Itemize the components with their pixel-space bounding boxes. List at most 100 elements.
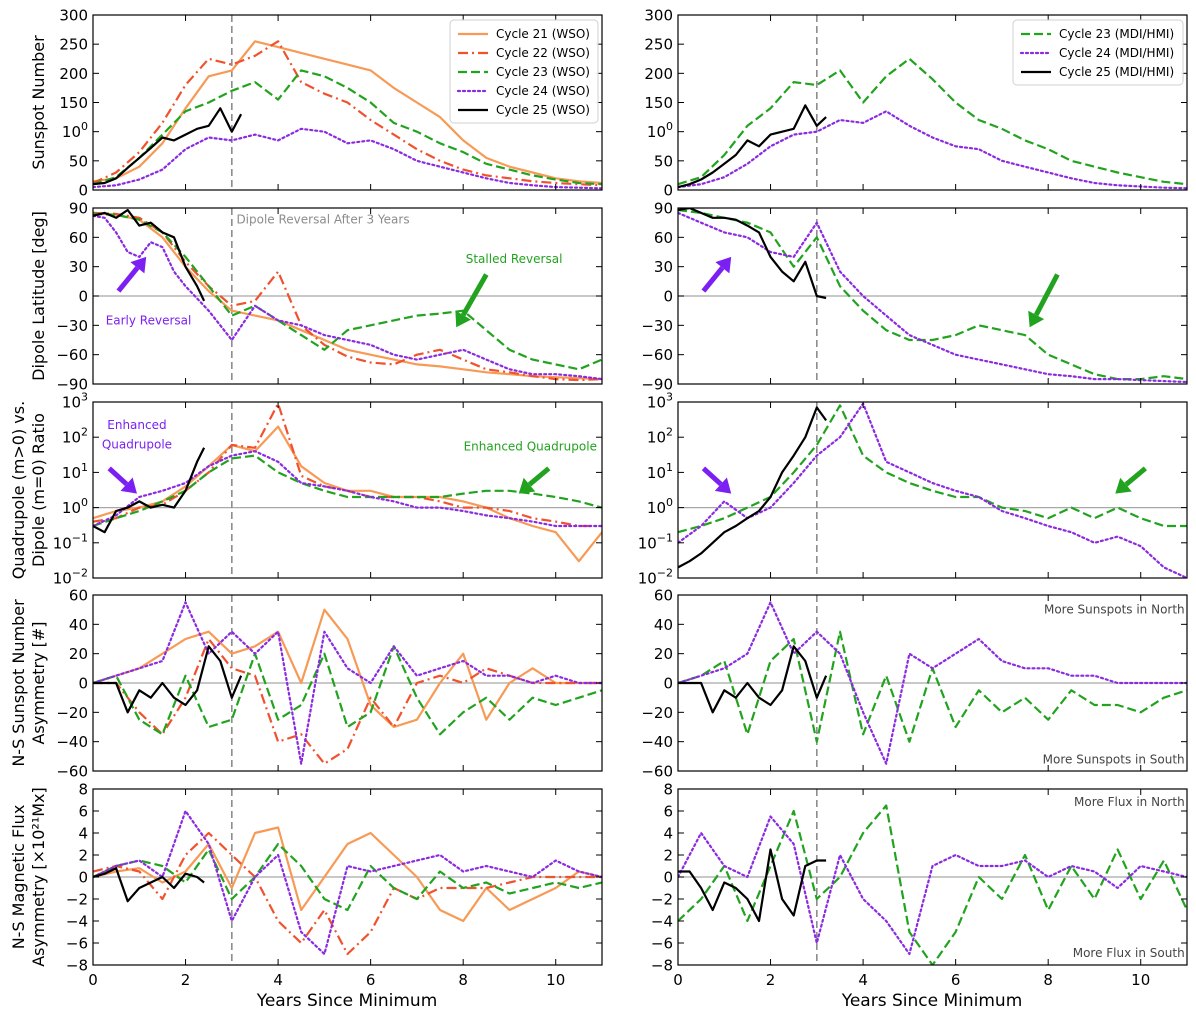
y-tick-label: 150 [59,94,88,112]
y-tick-label: 6 [78,803,88,821]
y-tick-label: 30 [654,258,673,276]
y-tick-label: −8 [651,957,673,975]
y-tick-label: −60 [56,763,88,781]
tick-base: 10 [62,123,81,141]
legend-label: Cycle 21 (WSO) [496,27,590,41]
y-tick-label: 60 [69,229,88,247]
tick-base: 10 [647,499,666,517]
series-line-cycle22 [93,831,602,956]
series-line-cycle24 [678,601,1187,765]
y-tick-label: −60 [56,346,88,364]
y-tick-label: 103 [647,391,673,412]
y-tick-label: 90 [69,200,88,218]
series-group [93,208,602,382]
y-tick-label: −40 [641,733,673,751]
y-tick-label: 101 [62,461,88,482]
y-tick-label: 4 [78,825,88,843]
series-group [93,402,602,563]
annotation-text: More Sunspots in South [1043,752,1185,766]
annotation-text: Enhanced Quadrupole [464,439,597,453]
y-tick-label: 100 [647,496,673,517]
legend-box [1012,19,1184,86]
y-tick-label: −60 [641,346,673,364]
y-tick-label: 0 [78,869,88,887]
annotation-text: Enhanced [107,418,166,432]
legend-box [449,19,599,124]
tick-exponent: 3 [81,391,88,404]
y-tick-label: 0 [78,288,88,306]
y-tick-label: 250 [644,36,673,54]
y-tick-label: 0 [78,182,88,200]
series-group [93,40,602,190]
series-line-cycle23 [93,69,602,186]
annotation-arrow-shaft [107,466,129,487]
series-line-cycle24 [93,601,602,765]
y-axis-label: Dipole Latitude [deg] [29,211,48,381]
annotation-arrow-shaft [1124,466,1147,487]
annotation-arrow-shaft [701,266,725,293]
y-tick-label: −30 [56,317,88,335]
tick-base: 10 [647,394,666,412]
tick-exponent: 1 [666,461,673,474]
annotation-text: More Flux in South [1073,946,1185,960]
series-line-cycle25 [93,107,243,186]
y-tick-label: −30 [641,317,673,335]
annotation-arrow-head [120,477,137,494]
series-line-cycle23 [93,645,602,736]
y-tick-label: 0 [663,288,673,306]
y-tick-label: −8 [66,957,88,975]
legend: Cycle 23 (MDI/HMI) Cycle 24 (MDI/HMI) Cycl… [1012,19,1184,86]
y-axis-label: N-S Sunspot Number [9,599,28,767]
plot-frame [92,401,603,579]
tick-base: 10 [62,499,81,517]
panel-right-ns-sunspot: −60 −40 −20 0 20 40 60 More Sunspots in North Mo… [641,587,1188,781]
series-line-cycle23 [678,57,1187,186]
y-tick-label: 40 [69,616,88,634]
annotation-arrow-head [518,477,536,494]
series-line-cycle24 [678,402,1187,578]
y-tick-label: 10−1 [53,531,88,552]
series-line-cycle25 [93,447,206,534]
y-tick-label: 50 [69,152,88,170]
tick-base: 10 [53,570,72,588]
annotation-arrow-head [455,310,471,328]
annotation-arrow-shaft [116,266,140,293]
tick-base: 10 [53,534,72,552]
series-line-cycle25 [93,208,206,302]
y-tick-label: −6 [651,935,673,953]
y-tick-label: 250 [59,36,88,54]
tick-base: 10 [647,429,666,447]
tick-base: 10 [638,534,657,552]
annotation-arrow-head [130,256,147,274]
series-line-cycle25 [678,208,827,300]
x-tick-label: 8 [458,971,468,989]
x-axis-label-right: Years Since Minimum [841,991,1023,1011]
y-tick-label: 0 [78,675,88,693]
tick-exponent: −1 [72,531,88,544]
annotation-arrow-shaft [701,466,723,487]
panel-left-ns-flux: 0 2 4 6 8 10 −8 −6 −4 −2 0 2 4 6 8 N-S Magnetic Flux Asy… [9,781,603,989]
annotation-arrow-shaft [1033,273,1060,317]
tick-exponent: 3 [666,391,673,404]
y-tick-label: −90 [56,376,88,394]
panel-left-ns-sunspot: −60 −40 −20 0 20 40 60 N-S Sunspot Number Asymme… [9,587,603,781]
series-line-cycle23 [678,404,1187,534]
series-line-cycle25 [678,104,827,189]
y-axis-label: Quadrupole (m>0) vs. [9,401,28,579]
y-tick-label: 8 [663,781,673,799]
series-line-cycle23 [93,454,602,528]
y-tick-label: 150 [644,94,673,112]
tick-exponent: 2 [666,426,673,439]
y-tick-label: 0 [663,869,673,887]
y-tick-label: 0 [663,675,673,693]
series-line-cycle24 [93,809,602,956]
series-line-cycle24 [678,815,1187,956]
tick-base: 10 [62,464,81,482]
series-line-cycle21 [93,826,602,923]
x-tick-label: 8 [1043,971,1053,989]
series-group [678,208,1187,384]
series-line-cycle25 [678,848,827,923]
tick-exponent: 0 [666,496,673,509]
annotation-arrow-head [1115,477,1132,494]
